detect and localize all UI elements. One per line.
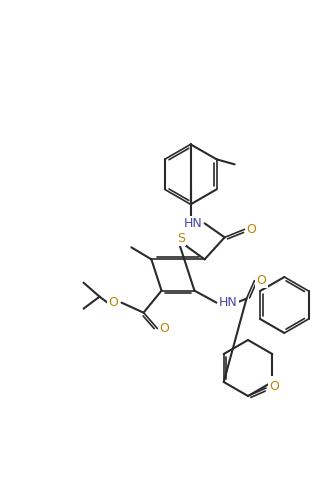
Text: O: O (269, 379, 279, 392)
Text: HN: HN (183, 217, 202, 230)
Text: O: O (247, 223, 257, 236)
Text: O: O (160, 322, 170, 335)
Text: O: O (108, 296, 118, 309)
Text: S: S (177, 232, 185, 245)
Text: O: O (269, 377, 279, 390)
Text: O: O (257, 274, 266, 287)
Text: HN: HN (219, 296, 238, 309)
